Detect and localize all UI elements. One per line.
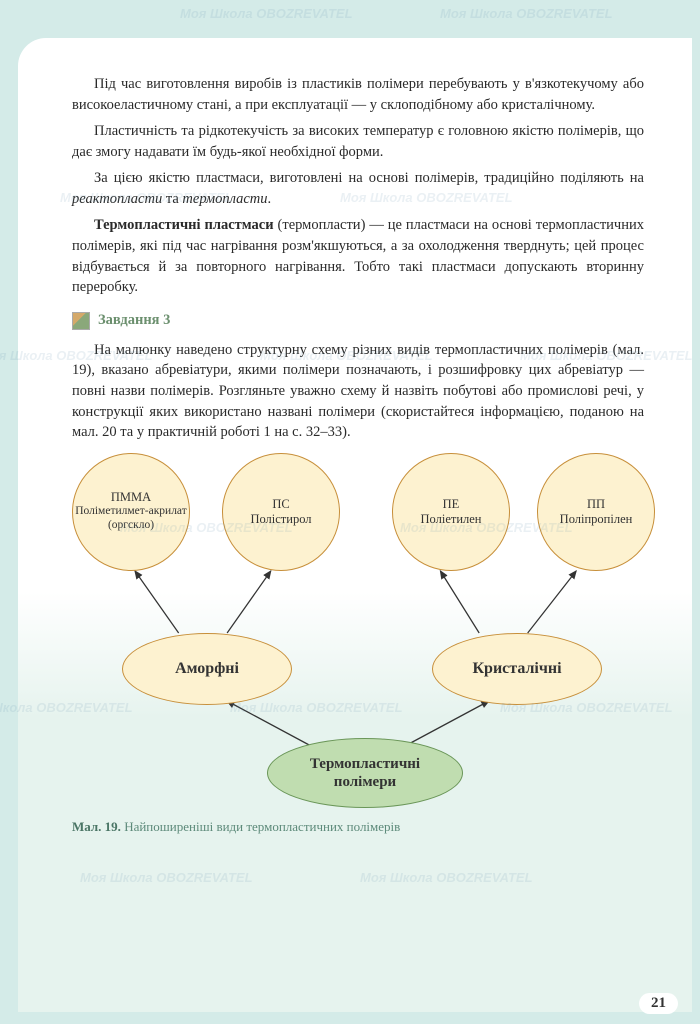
page: Під час виготовлення виробів із пластикі…	[18, 38, 692, 1012]
node-amorphous: Аморфні	[122, 633, 292, 705]
p3-i2: термопласти	[182, 191, 267, 207]
node-root: Термопластичні полімери	[267, 738, 463, 808]
label: Кристалічні	[472, 659, 561, 678]
p4-bold: Термопластичні пластмаси	[94, 217, 274, 233]
task-icon	[72, 312, 90, 330]
label1: Термопластичні	[310, 755, 420, 773]
p3-end: .	[268, 191, 272, 207]
full: Поліпропілен	[560, 512, 633, 527]
node-pe: ПЕ Поліетилен	[392, 453, 510, 571]
caption-text: Найпоширеніші види термопластичних полім…	[121, 819, 400, 834]
caption-num: Мал. 19.	[72, 819, 121, 834]
node-crystalline: Кристалічні	[432, 633, 602, 705]
p3-i1: реактопласти	[72, 191, 162, 207]
task-header: Завдання 3	[72, 312, 644, 330]
full: Поліетилен	[421, 512, 482, 527]
label: Аморфні	[175, 659, 239, 678]
full: Поліметилмет-акрилат (оргскло)	[73, 505, 189, 533]
paragraph-2: Пластичність та рідкотекучість за високи…	[72, 121, 644, 162]
wm: Моя Школа OBOZREVATEL	[440, 6, 613, 21]
abbr: ПП	[587, 497, 605, 512]
node-pmma: ПММА Поліметилмет-акрилат (оргскло)	[72, 453, 190, 571]
node-pp: ПП Поліпропілен	[537, 453, 655, 571]
figure-caption: Мал. 19. Найпоширеніші види термопластич…	[72, 819, 644, 835]
diagram: ПММА Поліметилмет-акрилат (оргскло) ПС П…	[72, 453, 644, 813]
full: Полістирол	[250, 512, 311, 527]
wm: Моя Школа OBOZREVATEL	[180, 6, 353, 21]
paragraph-1: Під час виготовлення виробів із пластикі…	[72, 74, 644, 115]
node-ps: ПС Полістирол	[222, 453, 340, 571]
p3-mid: та	[162, 191, 182, 207]
content: Під час виготовлення виробів із пластикі…	[72, 74, 644, 835]
abbr: ПММА	[111, 490, 151, 505]
paragraph-3: За цією якістю пластмаси, виготовлені на…	[72, 168, 644, 209]
task-text: На малюнку наведено структурну схему різ…	[72, 340, 644, 443]
task-label: Завдання 3	[98, 312, 170, 329]
page-number: 21	[639, 993, 678, 1014]
abbr: ПС	[272, 497, 289, 512]
label2: полімери	[334, 773, 396, 791]
abbr: ПЕ	[443, 497, 460, 512]
p3-a: За цією якістю пластмаси, виготовлені на…	[94, 170, 644, 186]
paragraph-4: Термопластичні пластмаси (термопласти) —…	[72, 215, 644, 297]
